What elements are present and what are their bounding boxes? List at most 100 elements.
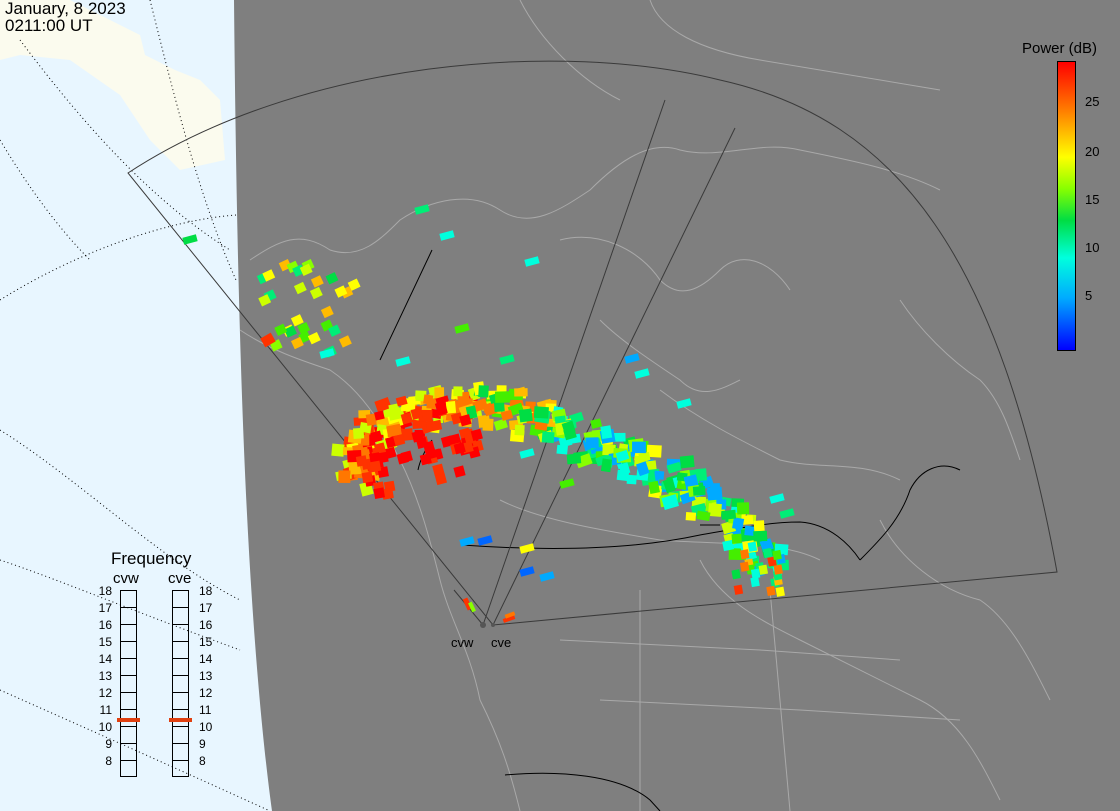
echo-cell [613,432,626,442]
echo-cell [775,586,785,597]
legend-tick: 20 [1085,144,1100,159]
frequency-column-cvw [120,590,137,777]
echo-cell [556,444,568,455]
frequency-scale-label: 11 [199,703,212,717]
echo-cell [325,272,339,285]
echo-cell [260,332,276,348]
frequency-box-divider [121,760,136,761]
echo-cell [779,508,795,519]
echo-cell [432,463,445,476]
echo-cell [334,285,348,298]
echo-cell [624,353,640,364]
frequency-box-divider [173,692,188,693]
echo-cell [450,412,464,425]
echo-cell [258,294,272,307]
legend-tick: 10 [1085,240,1100,255]
echo-cell [590,418,603,429]
echo-cell [563,427,577,441]
echo-cell [559,478,575,489]
echo-cell [386,423,402,438]
echo-cell [615,449,630,463]
radar-fov [127,60,1058,626]
echo-cells [182,204,795,623]
site-marker-cvw [480,622,486,628]
echo-cell [519,448,535,459]
frequency-box-divider [173,658,188,659]
echo-cell [600,458,613,473]
freq-column-cve: cve [168,570,192,587]
echo-cell [753,520,765,532]
frequency-scale-label: 8 [199,754,206,768]
echo-cell [400,412,413,425]
echo-cell [750,568,761,579]
frequency-scale-label: 13 [199,669,213,683]
echo-cell [482,418,494,431]
frequency-scale-label: 15 [199,635,213,649]
site-label-cvw: cvw [451,635,474,650]
frequency-scale-label: 9 [105,737,112,751]
borders [379,249,961,811]
echo-cell [415,436,429,449]
echo-cell [518,408,533,423]
echo-cell [430,419,443,432]
echo-cell [728,548,742,561]
echo-cell [331,443,345,457]
frequency-box-divider [173,607,188,608]
frequency-indicator-cvw [117,718,140,722]
frequency-box-divider [121,624,136,625]
frequency-scale-label: 13 [98,669,112,683]
echo-cell [638,451,651,464]
frequency-scale-label: 15 [98,635,112,649]
time-label: 0211:00 UT [5,16,93,35]
frequency-column-cve [172,590,189,777]
frequency-scale-label: 8 [105,754,112,768]
echo-cell [504,611,516,619]
frequency-scale-label: 12 [199,686,213,700]
echo-cell [374,397,392,413]
echo-cell [502,615,516,623]
echo-cell [297,321,311,335]
echo-cell [355,455,368,467]
echo-cell [307,331,321,345]
echo-cell [262,269,276,282]
echo-cell [478,385,489,398]
echo-cell [758,564,769,575]
echo-cell [483,403,498,417]
power-colorbar [1057,61,1076,351]
echo-cell [533,406,549,419]
echo-cell [722,539,735,552]
frequency-scale-label: 12 [98,686,112,700]
echo-cell [679,455,695,469]
frequency-scale-label: 16 [98,618,112,632]
echo-cell [369,460,382,473]
site-label-cve: cve [491,635,512,650]
echo-cell [410,407,423,420]
echo-cell [320,305,334,319]
frequency-scale-label: 10 [199,720,213,734]
echo-cell [319,348,335,359]
echo-cell [182,234,198,245]
echo-cell [524,256,540,267]
frequency-scale-label: 14 [199,652,213,666]
echo-cell [632,441,646,454]
echo-cell [395,356,411,367]
echo-cell [373,487,386,499]
frequency-box-divider [173,760,188,761]
echo-cell [772,549,782,561]
echo-cell [459,414,472,427]
echo-cell [676,398,692,409]
echo-cell [763,547,773,559]
echo-cell [707,503,722,517]
echo-cell [739,549,750,560]
echo-cell [293,281,307,295]
echo-cell [721,520,737,535]
echo-cell [733,584,744,595]
frequency-box-divider [121,709,136,710]
echo-cell [374,410,385,421]
frequency-box-divider [173,743,188,744]
echo-cell [769,493,785,504]
echo-cell [753,530,768,542]
echo-cell [739,561,750,572]
echo-cell [290,336,304,350]
echo-cell [766,585,776,597]
